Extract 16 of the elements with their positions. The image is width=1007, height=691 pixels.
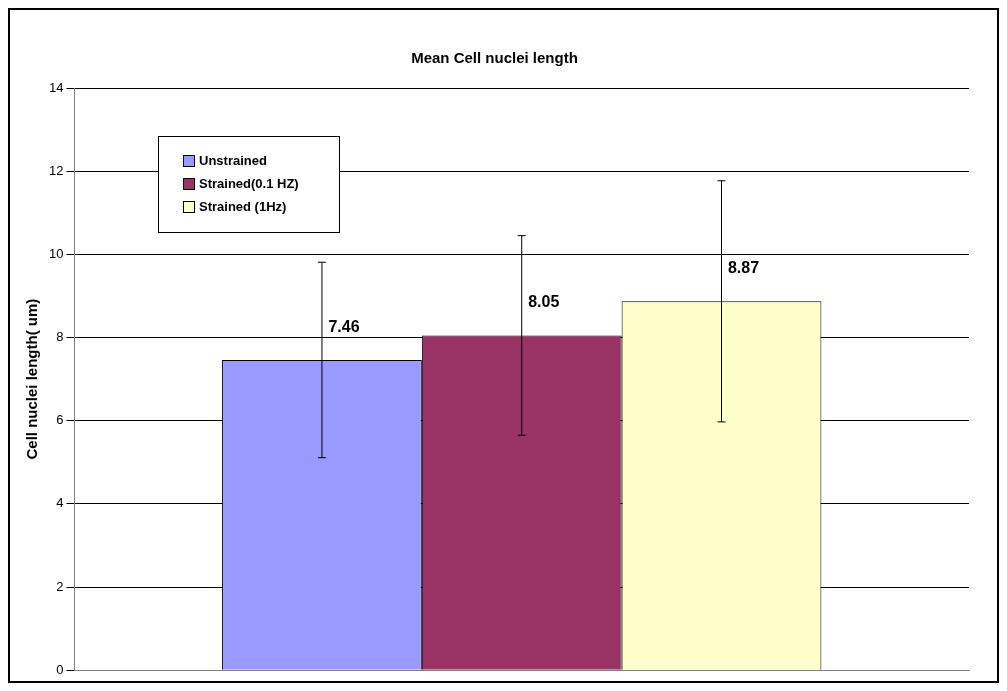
y-tick-label: 4 bbox=[56, 495, 64, 511]
y-tick-label: 0 bbox=[56, 661, 64, 677]
chart-title: Mean Cell nuclei length bbox=[411, 49, 578, 67]
y-axis-title: Cell nuclei length( um) bbox=[23, 298, 41, 460]
y-tick-label: 10 bbox=[48, 245, 64, 261]
legend-label: Strained(0.1 HZ) bbox=[199, 176, 299, 191]
data-label: 7.46 bbox=[328, 317, 360, 335]
data-label: 8.05 bbox=[528, 293, 560, 311]
y-tick-label: 2 bbox=[56, 578, 64, 594]
legend-label: Strained (1Hz) bbox=[199, 199, 287, 214]
data-label: 8.87 bbox=[727, 259, 760, 277]
y-tick-label: 8 bbox=[56, 329, 64, 345]
y-tick-label: 6 bbox=[56, 412, 64, 428]
y-tick-label: 12 bbox=[48, 162, 64, 178]
y-tick-label: 14 bbox=[48, 79, 64, 95]
legend-label: Unstrained bbox=[199, 153, 267, 168]
